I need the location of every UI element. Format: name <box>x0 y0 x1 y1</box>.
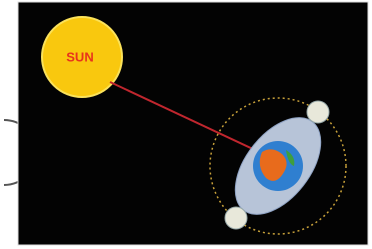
moon-top <box>307 101 329 123</box>
moon-bottom <box>225 207 247 229</box>
sun-label: SUN <box>66 49 93 64</box>
diagram: SUN <box>0 0 372 249</box>
